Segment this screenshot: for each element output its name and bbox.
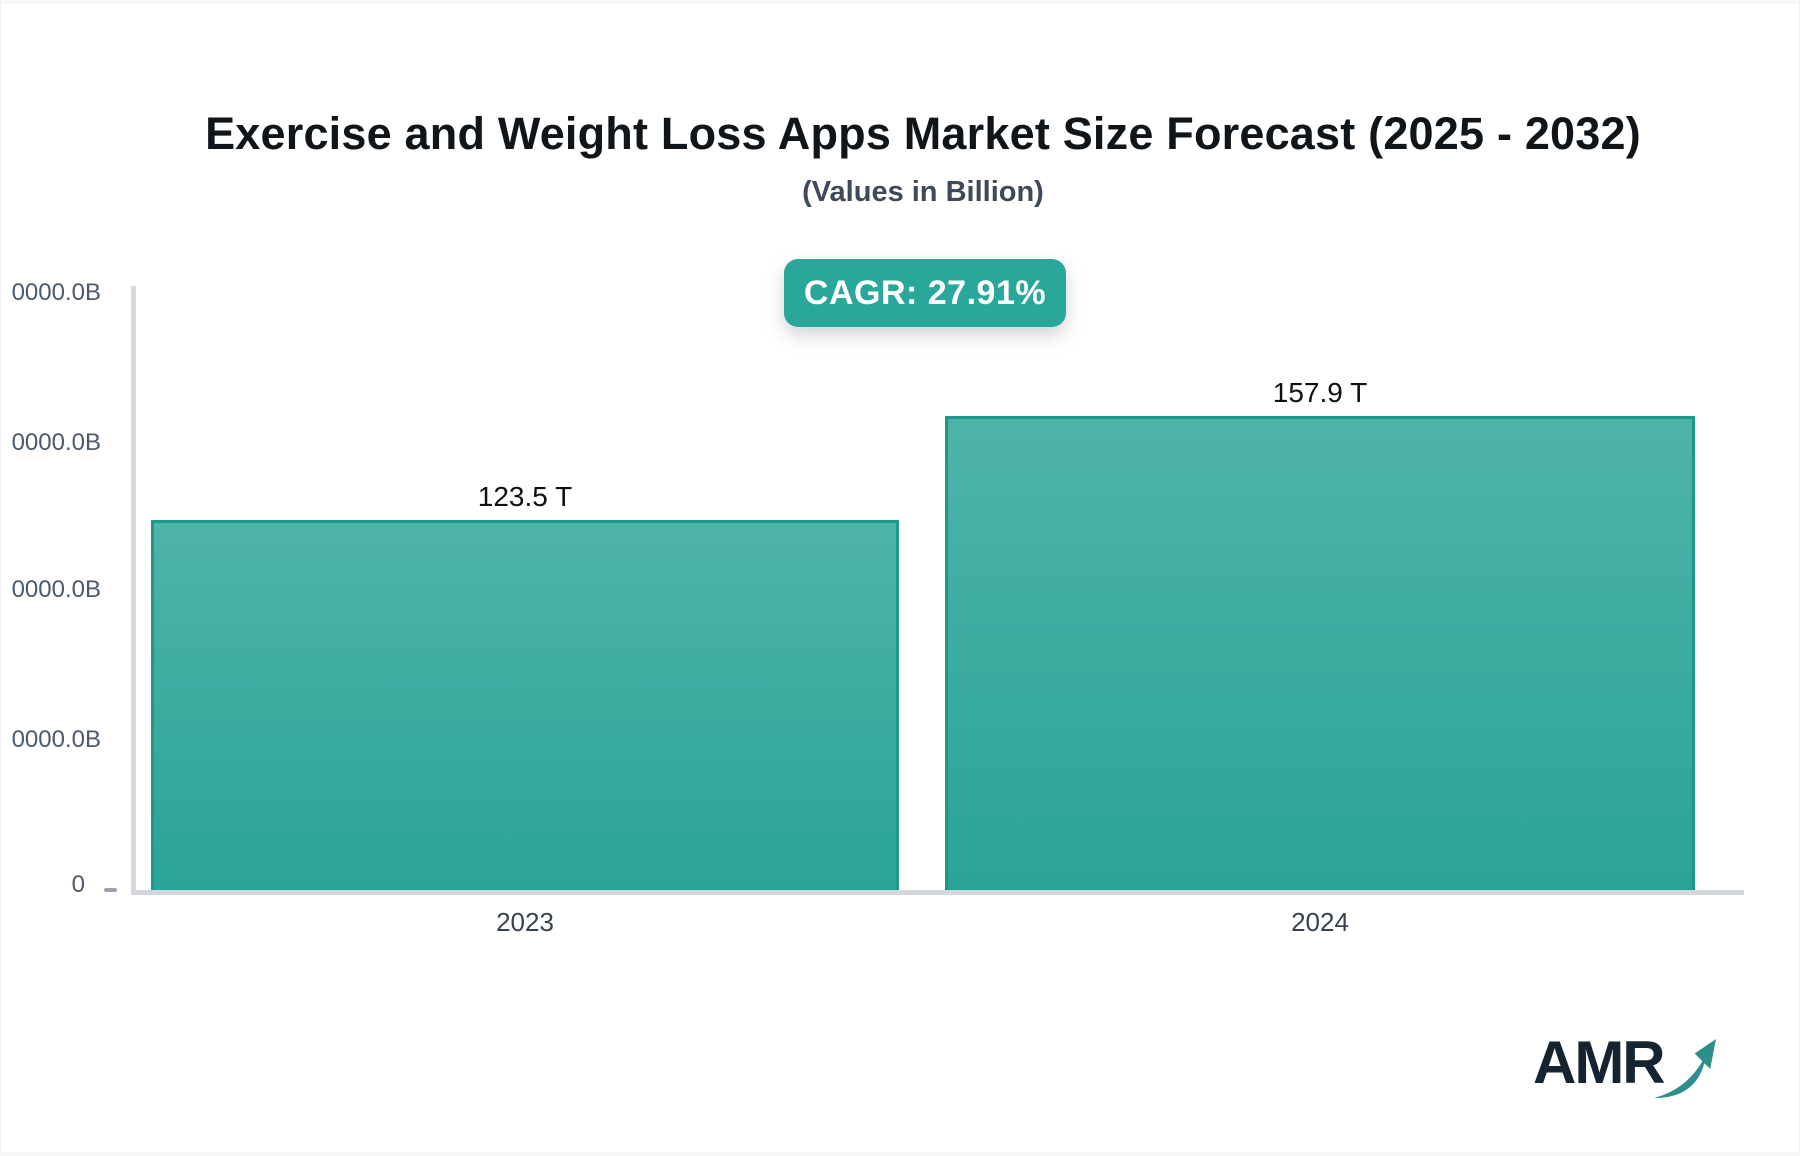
y-tick-label: 0000.0B [11,279,101,306]
chart-title: Exercise and Weight Loss Apps Market Siz… [205,108,1641,159]
bar-2024 [945,416,1695,890]
bar-value-label-2024: 157.9 T [1272,377,1368,408]
trend-up-arrow-icon [1653,1038,1716,1098]
bar-2023 [151,520,899,890]
amr-logo: AMR [1533,1028,1716,1098]
x-category-label-2024: 2024 [1291,907,1349,937]
x-axis-line [131,890,1744,895]
zero-tick-mark [104,888,117,892]
x-category-label-2023: 2023 [496,907,554,937]
cagr-badge: CAGR: 27.91% [784,259,1066,327]
y-tick-label: 0000.0B [11,726,101,753]
chart-subtitle: (Values in Billion) [802,176,1044,208]
y-tick-label-zero: 0 [71,871,85,898]
y-tick-label: 0000.0B [11,429,101,456]
amr-logo-text: AMR [1533,1029,1666,1096]
y-axis-line [131,286,136,895]
y-tick-label: 0000.0B [11,576,101,603]
cagr-badge-label: CAGR: 27.91% [803,273,1047,312]
bar-value-label-2023: 123.5 T [477,481,573,512]
